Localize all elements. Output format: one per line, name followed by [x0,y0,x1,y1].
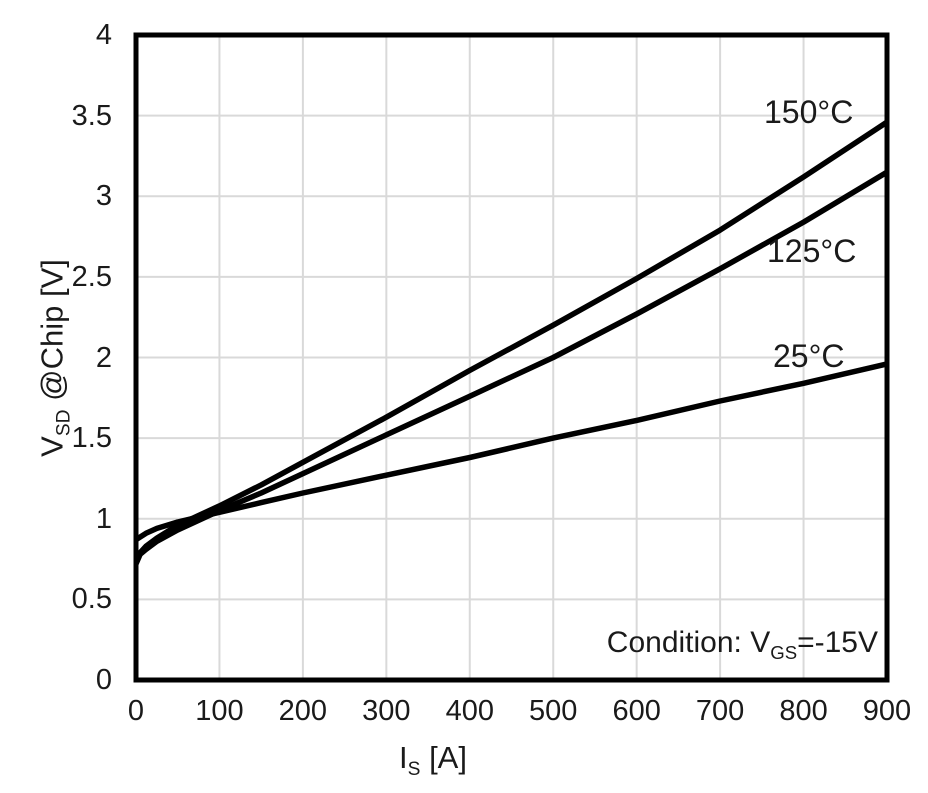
y-axis-title: VSD @Chip [V] [34,259,75,457]
condition-suffix: =-15V [797,626,878,659]
series-label-125c: 125°C [767,233,857,269]
x-tick-label: 900 [862,695,912,727]
x-tick-label: 500 [529,695,578,727]
x-tick-label: 300 [362,695,411,727]
curve-25C [134,361,888,543]
x-axis-title: IS [A] [399,740,467,781]
y-tick-label: 0.5 [71,583,112,616]
y-tick-label: 2.5 [71,260,112,293]
y-tick-label: 2 [95,341,112,374]
series-label-150c: 150°C [764,94,854,130]
y-tick-label: 1.5 [71,422,112,455]
x-title-subscript: S [407,759,421,781]
y-tick-label: 0 [95,664,112,696]
x-title-symbol: I [399,740,408,775]
y-tick-label: 3.5 [71,99,112,132]
x-tick-label: 200 [278,695,328,727]
series-label-25c: 25°C [773,338,845,374]
x-tick-label: 100 [195,695,244,727]
y-tick-label: 4 [95,19,112,51]
x-tick-label: 700 [695,695,745,727]
x-tick-label: 0 [127,695,145,727]
x-tick-label: 600 [612,695,661,727]
y-title-symbol: V [34,436,70,457]
plot-frame [133,32,890,683]
y-title-subscript: SD [53,409,75,437]
y-title-unit: @Chip [V] [34,259,70,410]
x-tick-label: 800 [779,695,828,727]
x-title-unit: [A] [420,740,467,775]
condition-subscript: GS [770,642,798,663]
x-tick-label: 400 [445,695,494,727]
y-tick-label: 1 [95,502,112,535]
condition-text: Condition: VGS=-15V [607,626,878,664]
y-tick-label: 3 [95,180,112,213]
curve-125C [133,169,889,565]
condition-prefix: Condition: V [606,626,771,659]
